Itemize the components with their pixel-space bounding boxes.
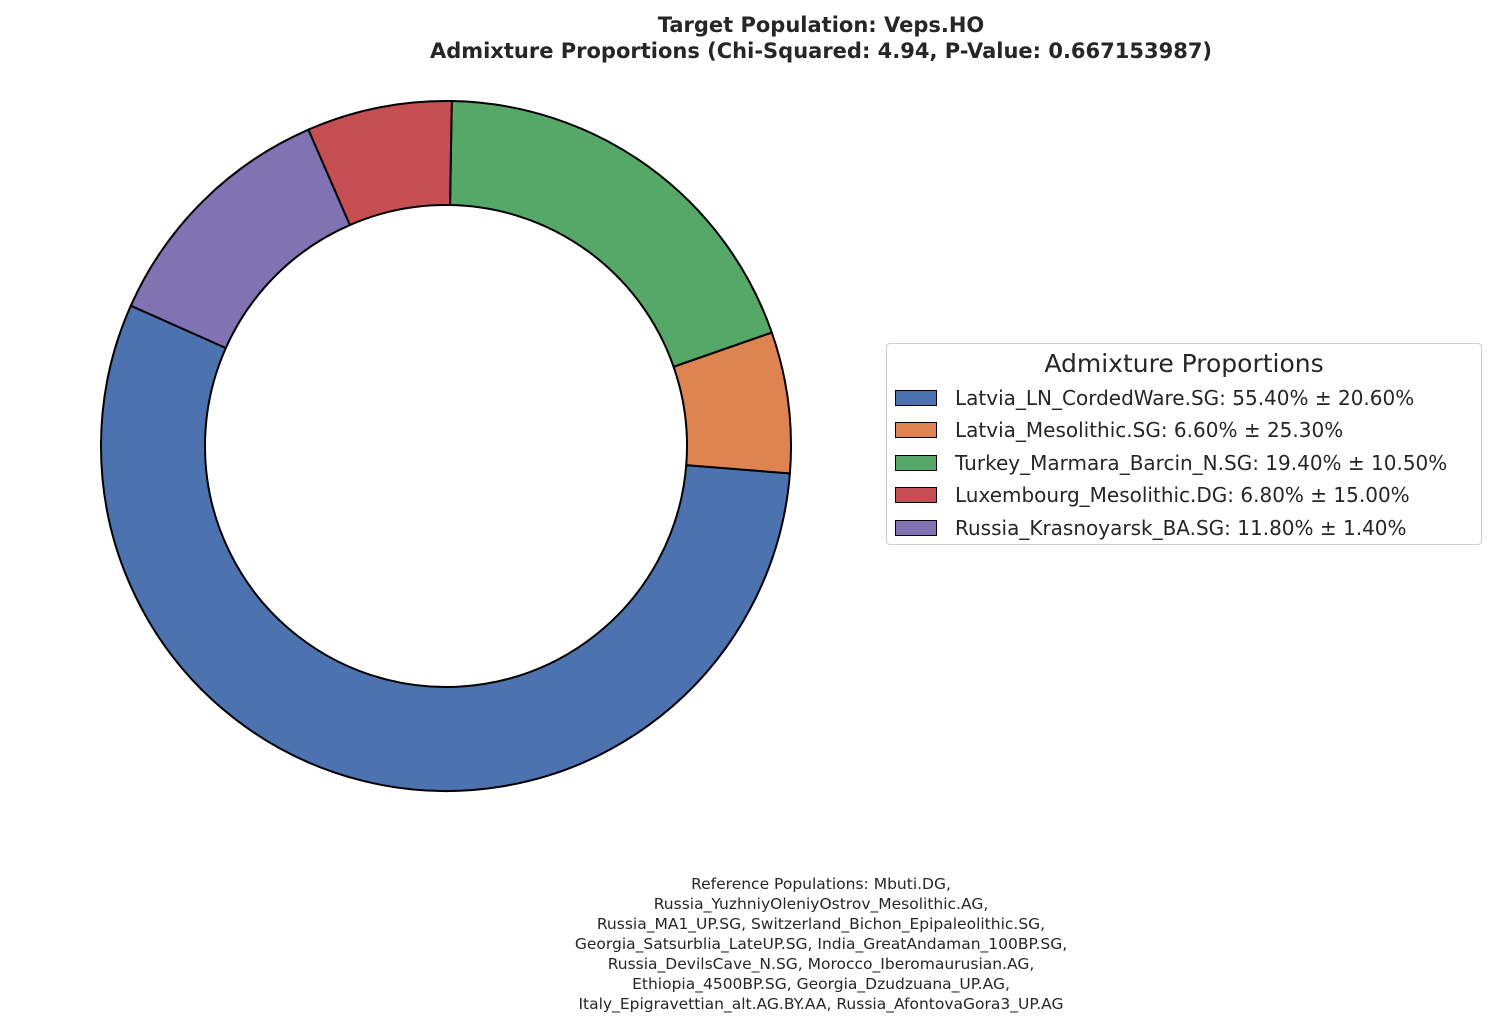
pie-slice-2 bbox=[449, 100, 773, 368]
reference-populations-note: Reference Populations: Mbuti.DG, Russia_… bbox=[470, 874, 1172, 1014]
legend-swatch bbox=[895, 422, 937, 438]
legend-label: Latvia_LN_CordedWare.SG: 55.40% ± 20.60% bbox=[955, 386, 1415, 410]
footnote-line: Russia_DevilsCave_N.SG, Morocco_Iberomau… bbox=[607, 955, 1035, 973]
footnote-line: Russia_MA1_UP.SG, Switzerland_Bichon_Epi… bbox=[596, 915, 1046, 933]
legend-label: Luxembourg_Mesolithic.DG: 6.80% ± 15.00% bbox=[955, 483, 1410, 507]
legend-title: Admixture Proportions bbox=[1044, 349, 1324, 378]
legend-item-russia-krasnoyarsk: Russia_Krasnoyarsk_BA.SG: 11.80% ± 1.40% bbox=[895, 515, 1407, 541]
footnote-line: Russia_YuzhniyOleniyOstrov_Mesolithic.AG… bbox=[653, 895, 989, 913]
footnote-line: Georgia_Satsurblia_LateUP.SG, India_Grea… bbox=[574, 935, 1068, 953]
chart-title-line-1: Target Population: Veps.HO bbox=[657, 13, 985, 37]
pie-slice-4 bbox=[129, 128, 351, 349]
legend-swatch bbox=[895, 487, 937, 503]
footnote-line: Reference Populations: Mbuti.DG, bbox=[691, 875, 951, 893]
legend-label: Russia_Krasnoyarsk_BA.SG: 11.80% ± 1.40% bbox=[955, 516, 1407, 540]
legend-item-luxembourg-mesolithic: Luxembourg_Mesolithic.DG: 6.80% ± 15.00% bbox=[895, 482, 1410, 508]
legend-item-latvia-mesolithic: Latvia_Mesolithic.SG: 6.60% ± 25.30% bbox=[895, 417, 1343, 443]
legend-swatch bbox=[895, 455, 937, 471]
chart-title-line-2: Admixture Proportions (Chi-Squared: 4.94… bbox=[429, 39, 1213, 63]
legend-swatch bbox=[895, 520, 937, 536]
chart-title: Target Population: Veps.HO Admixture Pro… bbox=[0, 12, 1500, 64]
legend-label: Turkey_Marmara_Barcin_N.SG: 19.40% ± 10.… bbox=[955, 451, 1448, 475]
pie-slice-0 bbox=[100, 304, 791, 792]
legend-label: Latvia_Mesolithic.SG: 6.60% ± 25.30% bbox=[955, 418, 1344, 442]
footnote-line: Ethiopia_4500BP.SG, Georgia_Dzudzuana_UP… bbox=[632, 975, 1010, 993]
legend-item-turkey-marmara-barcin: Turkey_Marmara_Barcin_N.SG: 19.40% ± 10.… bbox=[895, 450, 1447, 476]
footnote-line: Italy_Epigravettian_alt.AG.BY.AA, Russia… bbox=[578, 995, 1064, 1013]
legend-item-latvia-ln-cordedware: Latvia_LN_CordedWare.SG: 55.40% ± 20.60% bbox=[895, 385, 1414, 411]
legend-swatch bbox=[895, 390, 937, 406]
legend: Admixture Proportions Latvia_LN_CordedWa… bbox=[886, 343, 1482, 545]
